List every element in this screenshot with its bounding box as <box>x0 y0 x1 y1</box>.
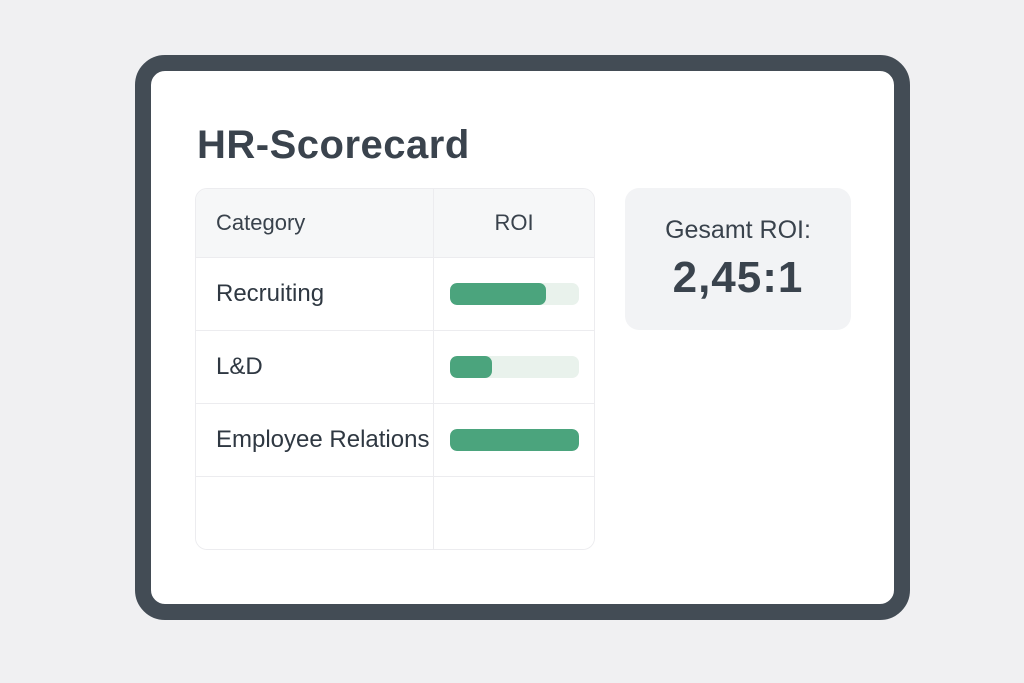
total-roi-label: Gesamt ROI: <box>665 215 811 244</box>
roi-bar-track <box>449 429 579 451</box>
roi-bar-track <box>449 356 579 378</box>
roi-cell <box>433 331 594 403</box>
total-roi-panel: Gesamt ROI: 2,45:1 <box>625 188 851 330</box>
card-content: HR-Scorecard Category ROI Recruiting L&D <box>151 71 894 604</box>
category-cell: L&D <box>216 353 263 380</box>
category-cell <box>196 477 433 549</box>
table-row-empty <box>196 476 594 549</box>
hr-scorecard-card: HR-Scorecard Category ROI Recruiting L&D <box>135 55 910 620</box>
table-row: Employee Relations <box>196 403 594 476</box>
roi-table: Category ROI Recruiting L&D <box>195 188 595 550</box>
table-header-row: Category ROI <box>196 189 594 257</box>
roi-cell <box>433 258 594 330</box>
category-cell: Employee Relations <box>216 426 430 453</box>
roi-bar-fill <box>449 429 579 451</box>
column-header-roi: ROI <box>433 189 594 257</box>
table-row: L&D <box>196 330 594 403</box>
table-row: Recruiting <box>196 257 594 330</box>
roi-bar-fill <box>449 356 493 378</box>
card-title: HR-Scorecard <box>197 123 470 167</box>
total-roi-value: 2,45:1 <box>672 252 804 302</box>
roi-bar-track <box>449 283 579 305</box>
roi-bar-fill <box>449 283 547 305</box>
column-header-category: Category <box>216 210 306 235</box>
roi-cell <box>433 477 594 549</box>
roi-cell <box>433 404 594 476</box>
category-cell: Recruiting <box>216 280 325 307</box>
